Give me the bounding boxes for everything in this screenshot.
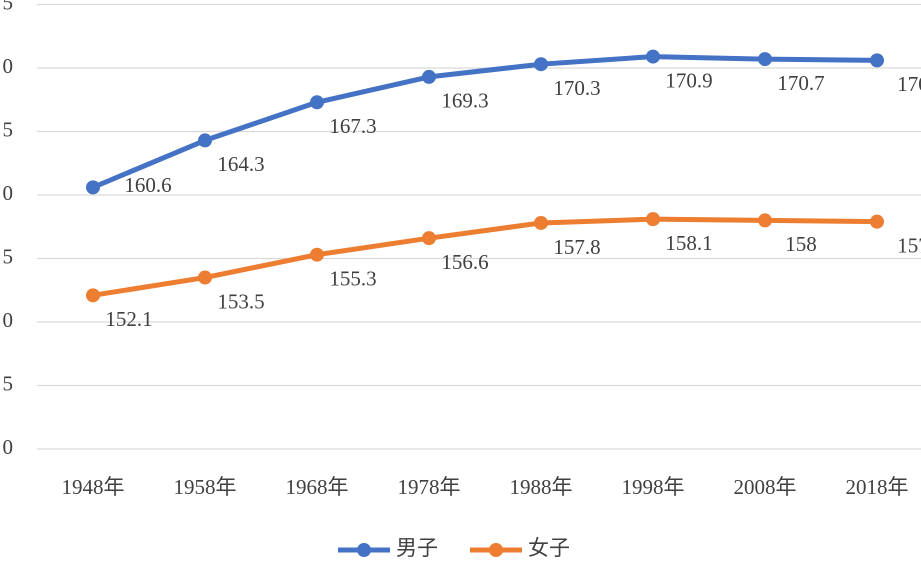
y-tick-label: 0 bbox=[3, 435, 14, 459]
x-tick-label: 2008年 bbox=[734, 475, 797, 499]
y-tick-label: 5 bbox=[3, 0, 14, 14]
x-tick-label: 1958年 bbox=[174, 475, 237, 499]
y-tick-label: 0 bbox=[3, 308, 14, 332]
point bbox=[86, 288, 100, 303]
data-label: 157.8 bbox=[553, 235, 600, 259]
data-label: 170.7 bbox=[777, 71, 824, 95]
point bbox=[310, 95, 324, 110]
legend-label: 女子 bbox=[528, 536, 570, 560]
point bbox=[758, 52, 772, 67]
series-line bbox=[92, 216, 878, 298]
data-label: 170.9 bbox=[665, 68, 712, 92]
data-label: 164.3 bbox=[217, 152, 264, 176]
x-tick-label: 1968年 bbox=[286, 475, 349, 499]
data-label: 152.1 bbox=[105, 307, 152, 331]
point bbox=[422, 231, 436, 246]
x-tick-label: 1948年 bbox=[62, 475, 125, 499]
data-label: 169.3 bbox=[441, 89, 488, 113]
x-tick-label: 1988年 bbox=[510, 475, 573, 499]
data-label: 153.5 bbox=[217, 289, 264, 313]
point bbox=[646, 212, 660, 227]
legend-marker bbox=[357, 543, 371, 557]
point bbox=[534, 215, 548, 230]
data-label: 167.3 bbox=[329, 114, 376, 138]
point bbox=[870, 214, 884, 229]
legend-marker bbox=[489, 543, 503, 557]
point bbox=[870, 53, 884, 68]
point bbox=[422, 69, 436, 84]
x-tick-label: 1998年 bbox=[622, 475, 685, 499]
y-tick-label: 5 bbox=[3, 244, 14, 268]
point bbox=[758, 213, 772, 228]
y-tick-label: 0 bbox=[3, 181, 14, 205]
data-label: 155.3 bbox=[329, 267, 376, 291]
data-label: 157 bbox=[897, 233, 921, 257]
data-label: 158 bbox=[785, 232, 817, 256]
point bbox=[534, 57, 548, 72]
x-tick-label: 2018年 bbox=[846, 475, 909, 499]
point bbox=[198, 270, 212, 285]
point bbox=[310, 247, 324, 262]
y-tick-label: 5 bbox=[3, 117, 14, 141]
y-tick-label: 0 bbox=[3, 54, 14, 78]
point bbox=[86, 180, 100, 195]
x-tick-label: 1978年 bbox=[398, 475, 461, 499]
data-label: 160.6 bbox=[124, 173, 171, 197]
data-label: 156.6 bbox=[441, 250, 488, 274]
data-label: 158.1 bbox=[665, 231, 712, 255]
series-line bbox=[92, 54, 878, 190]
y-tick-label: 5 bbox=[3, 371, 14, 395]
data-label: 170.3 bbox=[553, 76, 600, 100]
data-label: 170 bbox=[897, 72, 921, 96]
legend-label: 男子 bbox=[396, 536, 438, 560]
point bbox=[646, 49, 660, 64]
point bbox=[198, 133, 212, 148]
